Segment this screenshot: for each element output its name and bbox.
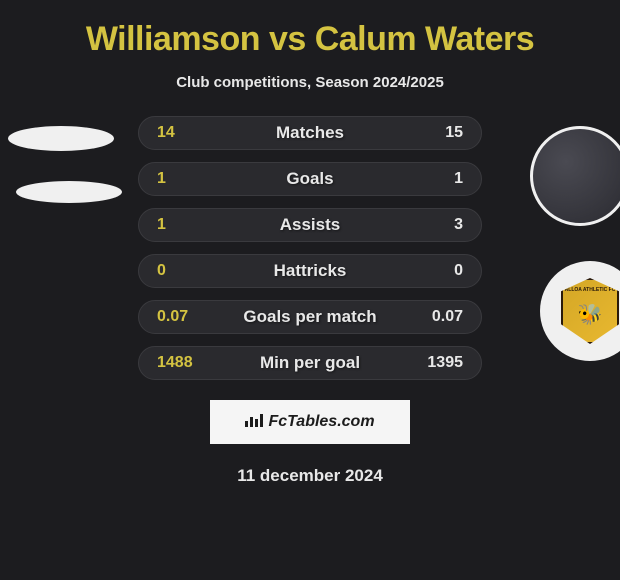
stat-right-value: 0 — [454, 262, 463, 280]
stat-right-value: 1 — [454, 170, 463, 188]
fctables-brand[interactable]: FcTables.com — [210, 400, 410, 444]
bee-icon: 🐝 — [578, 302, 603, 327]
stat-label: Min per goal — [260, 353, 360, 373]
stat-right-value: 3 — [454, 216, 463, 234]
shield-text: ALLOA ATHLETIC FC — [565, 288, 616, 293]
stat-left-value: 0.07 — [157, 308, 188, 326]
stat-left-value: 0 — [157, 262, 166, 280]
stat-row: 1 Assists 3 — [138, 208, 482, 242]
player1-club-placeholder — [16, 181, 122, 203]
stat-label: Matches — [276, 123, 344, 143]
stat-label: Assists — [280, 215, 340, 235]
stat-label: Goals per match — [243, 307, 376, 327]
stat-label: Hattricks — [274, 261, 347, 281]
stat-right-value: 1395 — [427, 354, 463, 372]
stat-left-value: 14 — [157, 124, 175, 142]
main-content: ALLOA ATHLETIC FC 🐝 14 Matches 15 1 Goal… — [0, 116, 620, 486]
player2-club-badge: ALLOA ATHLETIC FC 🐝 — [540, 261, 620, 361]
stat-left-value: 1488 — [157, 354, 193, 372]
stat-left-value: 1 — [157, 216, 166, 234]
stat-right-value: 0.07 — [432, 308, 463, 326]
chart-icon — [245, 413, 263, 432]
player2-avatar — [530, 126, 620, 226]
player1-avatar-placeholder — [8, 126, 114, 151]
brand-text: FcTables.com — [268, 413, 374, 431]
stat-right-value: 15 — [445, 124, 463, 142]
stat-row: 1 Goals 1 — [138, 162, 482, 196]
stat-row: 0.07 Goals per match 0.07 — [138, 300, 482, 334]
stat-label: Goals — [286, 169, 333, 189]
date-text: 11 december 2024 — [10, 466, 610, 486]
page-title: Williamson vs Calum Waters — [0, 0, 620, 59]
stat-left-value: 1 — [157, 170, 166, 188]
stat-row: 14 Matches 15 — [138, 116, 482, 150]
stat-row: 1488 Min per goal 1395 — [138, 346, 482, 380]
stats-container: 14 Matches 15 1 Goals 1 1 Assists 3 0 Ha… — [138, 116, 482, 380]
shield-icon: ALLOA ATHLETIC FC 🐝 — [561, 278, 619, 344]
subtitle: Club competitions, Season 2024/2025 — [0, 74, 620, 91]
stat-row: 0 Hattricks 0 — [138, 254, 482, 288]
